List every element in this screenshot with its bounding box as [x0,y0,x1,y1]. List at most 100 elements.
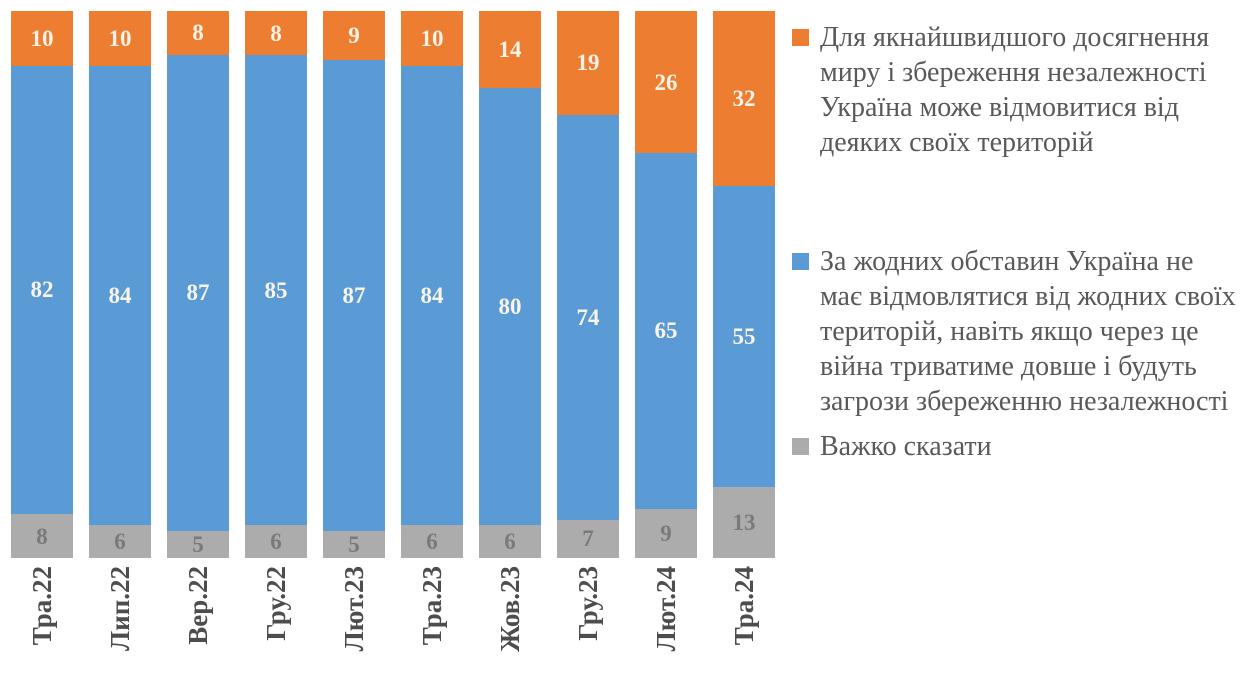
legend-label: Важко сказати [820,431,992,462]
bar-segment-hard-to-say: 6 [89,525,151,558]
bar-segment-no-concessions: 87 [167,54,229,531]
legend-label: Для якнайшвидшого досягнення миру і збер… [820,22,1210,158]
legend-swatch-concede-territories [792,29,809,46]
bar-segment-concede-territories: 10 [89,11,151,66]
bar-Лют.24: 26 65 9 [635,11,697,558]
legend-item-hard-to-say: Важко сказати [792,429,1242,464]
bar-value-label: 10 [30,25,54,51]
bar-segment-concede-territories: 10 [401,11,463,66]
x-tick-label: Гру.23 [572,566,603,641]
bar-value-label: 9 [660,520,672,546]
bar-segment-hard-to-say: 6 [401,525,463,558]
bar-segment-concede-territories: 8 [245,11,307,56]
bar-value-label: 82 [30,277,54,303]
bar-value-label: 74 [576,304,600,330]
x-tick-label: Вер.22 [182,566,213,645]
x-tick-Жов.23: Жов.23 [479,566,541,678]
legend-swatch-hard-to-say [792,438,809,455]
bar-value-label: 84 [420,282,444,308]
bar-Лип.22: 10 84 6 [89,11,151,558]
bar-Жов.23: 14 80 6 [479,11,541,558]
bar-value-label: 6 [114,529,126,555]
bar-segment-hard-to-say: 5 [323,530,385,558]
bar-segment-hard-to-say: 7 [557,519,619,558]
legend: Для якнайшвидшого досягнення миру і збер… [792,20,1242,464]
bar-Тра.22: 10 82 8 [11,11,73,558]
x-tick-label: Тра.24 [728,566,759,646]
bar-value-label: 5 [348,531,360,557]
bar-segment-no-concessions: 65 [635,153,697,509]
bar-segment-concede-territories: 26 [635,11,697,154]
bar-value-label: 8 [192,20,204,46]
x-tick-Лют.24: Лют.24 [635,566,697,678]
x-tick-label: Гру.22 [260,566,291,641]
bar-value-label: 6 [270,528,282,554]
bar-segment-hard-to-say: 6 [245,524,307,558]
legend-swatch-no-concessions [792,253,809,270]
bar-segment-no-concessions: 87 [323,59,385,531]
x-tick-label: Лют.23 [338,566,369,652]
x-tick-Тра.23: Тра.23 [401,566,463,678]
bar-value-label: 10 [108,25,132,51]
bar-segment-no-concessions: 55 [713,186,775,487]
bar-value-label: 84 [108,282,132,308]
x-tick-Гру.22: Гру.22 [245,566,307,678]
bar-segment-concede-territories: 8 [167,11,229,55]
bar-segment-hard-to-say: 5 [167,530,229,558]
x-tick-label: Тра.23 [416,566,447,646]
bar-Лют.23: 9 87 5 [323,11,385,558]
bar-Гру.22: 8 85 6 [245,11,307,558]
bar-value-label: 14 [498,36,522,62]
bar-segment-no-concessions: 80 [479,87,541,526]
bar-value-label: 55 [732,323,756,349]
legend-label: За жодних обставин Україна не має відмов… [820,246,1236,417]
bar-value-label: 7 [582,526,594,552]
bar-value-label: 65 [654,318,678,344]
bar-segment-no-concessions: 82 [11,65,73,515]
bar-value-label: 9 [348,22,360,48]
bar-segment-no-concessions: 85 [245,55,307,525]
x-tick-Вер.22: Вер.22 [167,566,229,678]
x-tick-label: Жов.23 [494,566,525,652]
bar-Тра.24: 32 55 13 [713,11,775,558]
bar-Вер.22: 8 87 5 [167,11,229,558]
bar-segment-hard-to-say: 9 [635,508,697,558]
x-tick-Лип.22: Лип.22 [89,566,151,678]
x-tick-Тра.24: Тра.24 [713,566,775,678]
bar-segment-no-concessions: 74 [557,114,619,520]
bar-Тра.23: 10 84 6 [401,11,463,558]
bar-segment-no-concessions: 84 [89,65,151,526]
bar-value-label: 32 [732,86,756,112]
legend-item-no-concessions: За жодних обставин Україна не має відмов… [792,244,1242,419]
bar-value-label: 87 [186,280,210,306]
bar-segment-hard-to-say: 8 [11,514,73,558]
x-axis-labels: Тра.22 Лип.22 Вер.22 Гру.22 Лют.23 Тра.23 Жов.… [11,566,777,678]
bar-value-label: 5 [192,531,204,557]
bar-value-label: 80 [498,293,522,319]
bar-segment-concede-territories: 19 [557,11,619,115]
bar-segment-hard-to-say: 13 [713,486,775,558]
bar-Гру.23: 19 74 7 [557,11,619,558]
bar-segment-no-concessions: 84 [401,65,463,526]
bar-value-label: 6 [504,529,516,555]
bar-value-label: 13 [732,509,756,535]
legend-item-concede-territories: Для якнайшвидшого досягнення миру і збер… [792,20,1242,160]
x-tick-label: Лип.22 [104,566,135,651]
bar-value-label: 6 [426,529,438,555]
bar-segment-concede-territories: 32 [713,11,775,187]
x-tick-Гру.23: Гру.23 [557,566,619,678]
bar-segment-concede-territories: 9 [323,11,385,60]
bar-value-label: 8 [36,523,48,549]
x-tick-Тра.22: Тра.22 [11,566,73,678]
plot-area: 10 82 8 10 84 6 8 87 5 8 85 6 9 87 5 10 84 6 14 80 6 19 74 7 26 6… [11,11,777,558]
bar-segment-hard-to-say: 6 [479,525,541,558]
x-tick-label: Лют.24 [650,566,681,652]
bar-value-label: 10 [420,25,444,51]
bar-segment-concede-territories: 10 [11,11,73,66]
bar-value-label: 19 [576,50,600,76]
x-tick-label: Тра.22 [26,566,57,646]
x-tick-Лют.23: Лют.23 [323,566,385,678]
bar-value-label: 85 [264,277,288,303]
bar-segment-concede-territories: 14 [479,11,541,88]
